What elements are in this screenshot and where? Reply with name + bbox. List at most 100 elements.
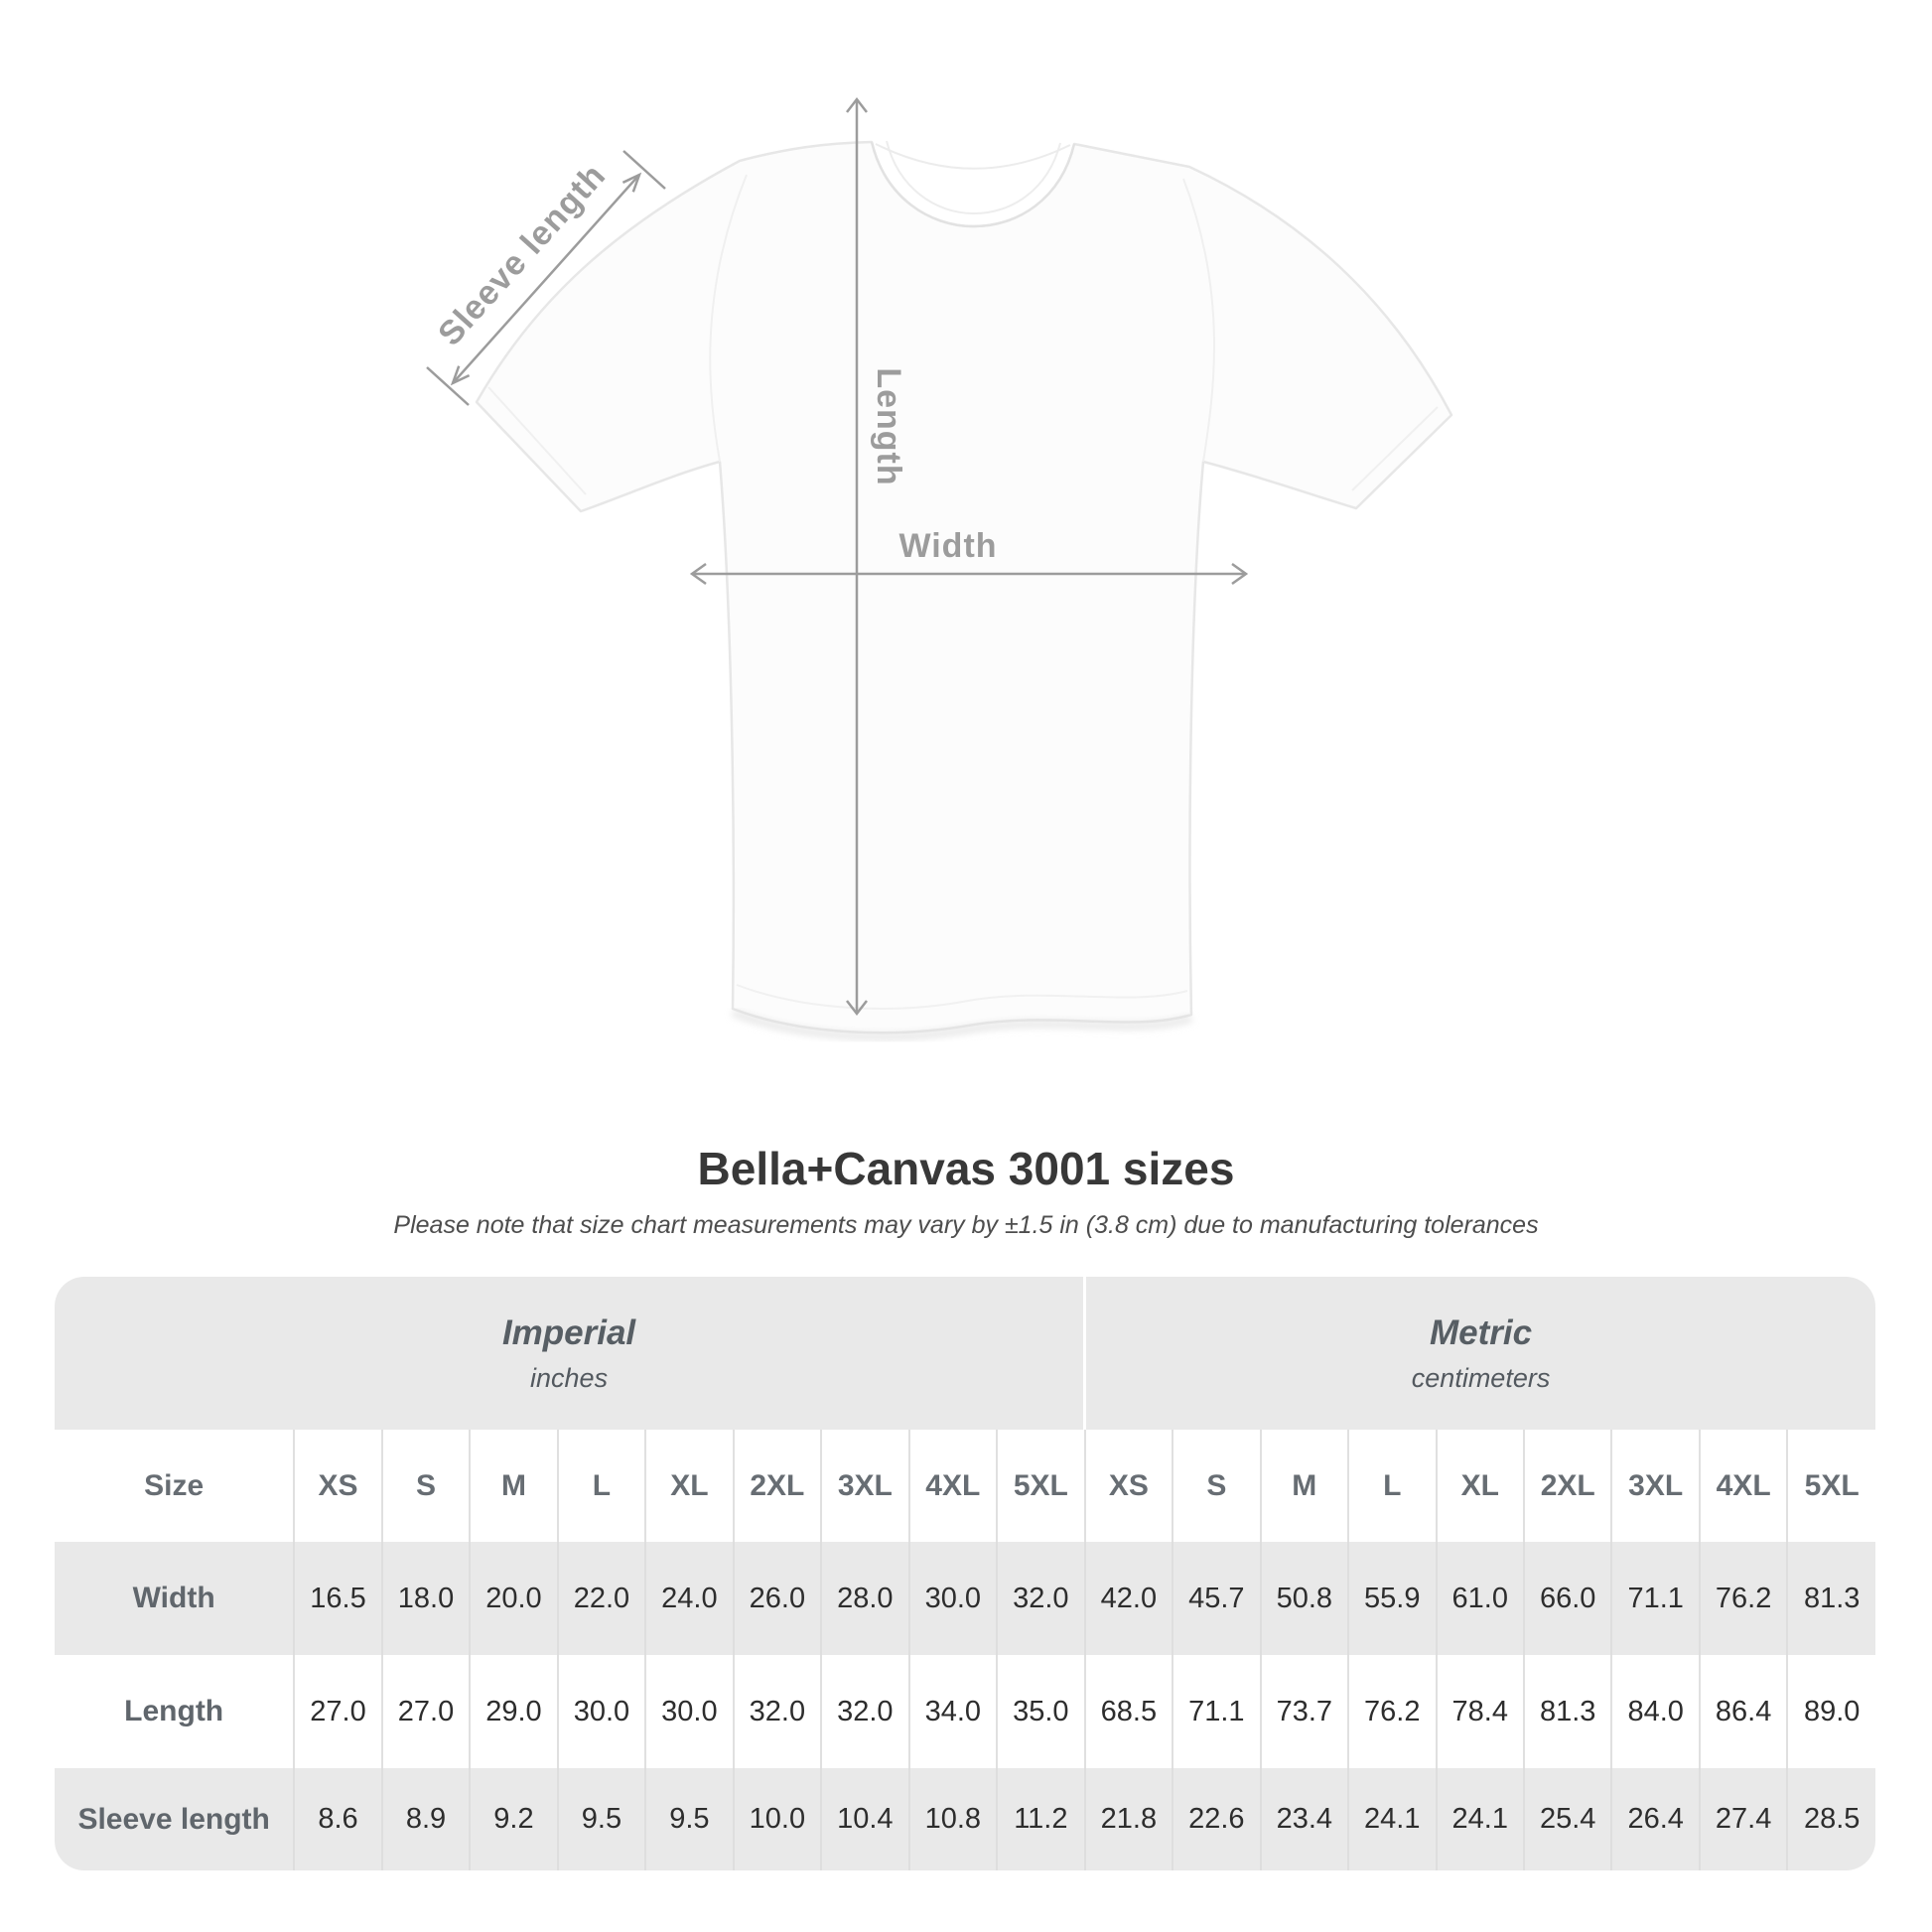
size-col-header: M [469, 1430, 558, 1542]
size-col-header: L [556, 1430, 646, 1542]
metric-header: Metric centimeters [1083, 1277, 1875, 1430]
table-cell: 24.1 [1435, 1768, 1524, 1870]
tolerance-note: Please note that size chart measurements… [393, 1211, 1539, 1239]
table-cell: 35.0 [996, 1655, 1085, 1768]
table-cell: 24.0 [644, 1542, 734, 1655]
table-cell: 30.0 [644, 1655, 734, 1768]
table-cell: 68.5 [1083, 1655, 1173, 1768]
table-cell: 34.0 [907, 1655, 998, 1768]
length-arrow [846, 96, 868, 1017]
table-cell: 73.7 [1259, 1655, 1349, 1768]
table-cell: 9.5 [556, 1768, 646, 1870]
table-cell: 50.8 [1259, 1542, 1349, 1655]
table-cell: 76.2 [1347, 1655, 1437, 1768]
collar-outline [870, 141, 1076, 228]
tshirt-graphic [475, 140, 1453, 1039]
imperial-header: Imperial inches [55, 1277, 1085, 1430]
size-col-header: 5XL [1786, 1430, 1875, 1542]
hem-shadow [732, 1010, 1192, 1039]
width-arrow [689, 562, 1249, 586]
table-cell: 32.0 [996, 1542, 1085, 1655]
table-cell: 20.0 [469, 1542, 558, 1655]
page-title: Bella+Canvas 3001 sizes [697, 1143, 1235, 1194]
table-cell: 86.4 [1698, 1655, 1788, 1768]
unit-header-row: Imperial inches Metric centimeters [55, 1277, 1875, 1430]
table-cell: 23.4 [1259, 1768, 1349, 1870]
table-cell: 10.8 [907, 1768, 998, 1870]
table-cell: 25.4 [1522, 1768, 1612, 1870]
table-cell: 61.0 [1435, 1542, 1524, 1655]
table-cell: 71.1 [1172, 1655, 1261, 1768]
sleeve-length-tick-bottom [426, 366, 470, 406]
table-cell: 28.0 [820, 1542, 909, 1655]
table-cell: 11.2 [996, 1768, 1085, 1870]
table-cell: 28.5 [1786, 1768, 1875, 1870]
hem-stitch [736, 984, 1188, 1010]
table-cell: 27.4 [1698, 1768, 1788, 1870]
table-cell: 26.4 [1610, 1768, 1700, 1870]
table-cell: 81.3 [1786, 1542, 1875, 1655]
tshirt-measurement-diagram: Length Width Sleeve length [426, 96, 1453, 1039]
table-cell: 76.2 [1698, 1542, 1788, 1655]
table-cell: 71.1 [1610, 1542, 1700, 1655]
table-cell: 30.0 [907, 1542, 998, 1655]
size-chart: Imperial inches Metric centimeters Size … [55, 1277, 1875, 1870]
table-cell: 10.0 [732, 1768, 822, 1870]
table-cell: 42.0 [1083, 1542, 1173, 1655]
table-cell: 8.6 [293, 1768, 382, 1870]
table-cell: 89.0 [1786, 1655, 1875, 1768]
left-sleeve-seam [709, 174, 748, 463]
table-cell: 22.6 [1172, 1768, 1261, 1870]
size-col-header: 4XL [1698, 1430, 1788, 1542]
table-cell: 29.0 [469, 1655, 558, 1768]
table-cell: 78.4 [1435, 1655, 1524, 1768]
table-cell: 21.8 [1083, 1768, 1173, 1870]
size-col-header: 3XL [1610, 1430, 1700, 1542]
row-label: Length [55, 1655, 295, 1768]
table-cell: 22.0 [556, 1542, 646, 1655]
size-col-header: XS [293, 1430, 382, 1542]
size-col-header: M [1259, 1430, 1349, 1542]
table-cell: 84.0 [1610, 1655, 1700, 1768]
table-cell: 8.9 [380, 1768, 471, 1870]
table-cell: 10.4 [820, 1768, 909, 1870]
size-col-header: 4XL [907, 1430, 998, 1542]
right-cuff-stitch [1351, 406, 1439, 491]
size-col-header: 2XL [1522, 1430, 1612, 1542]
size-col-header: 5XL [996, 1430, 1085, 1542]
table-cell: 32.0 [820, 1655, 909, 1768]
table-cell: 9.2 [469, 1768, 558, 1870]
right-sleeve-seam [1182, 178, 1215, 463]
row-label: Width [55, 1542, 295, 1655]
imperial-name: Imperial [501, 1312, 636, 1352]
size-col-header: 2XL [732, 1430, 822, 1542]
size-col-header: XL [1435, 1430, 1524, 1542]
table-cell: 55.9 [1347, 1542, 1437, 1655]
sleeve-length-arrow [426, 150, 666, 406]
sleeve-length-row: Sleeve length 8.6 8.9 9.2 9.5 9.5 10.0 1… [55, 1768, 1875, 1870]
table-cell: 16.5 [293, 1542, 382, 1655]
row-label: Sleeve length [55, 1768, 295, 1870]
table-cell: 24.1 [1347, 1768, 1437, 1870]
table-cell: 32.0 [732, 1655, 822, 1768]
width-label: Width [898, 527, 997, 565]
metric-name: Metric [1430, 1312, 1533, 1352]
table-cell: 27.0 [293, 1655, 382, 1768]
table-cell: 9.5 [644, 1768, 734, 1870]
table-cell: 81.3 [1522, 1655, 1612, 1768]
size-col-header: 3XL [820, 1430, 909, 1542]
table-cell: 27.0 [380, 1655, 471, 1768]
table-cell: 66.0 [1522, 1542, 1612, 1655]
size-col-header: S [380, 1430, 471, 1542]
imperial-unit: inches [530, 1362, 609, 1393]
table-cell: 45.7 [1172, 1542, 1261, 1655]
collar-band [886, 140, 1061, 214]
back-collar [875, 143, 1071, 170]
size-col-header: XL [644, 1430, 734, 1542]
length-label: Length [870, 367, 907, 485]
size-chart-table: Imperial inches Metric centimeters Size … [55, 1277, 1875, 1870]
size-corner-label: Size [55, 1430, 295, 1542]
length-row: Length 27.0 27.0 29.0 30.0 30.0 32.0 32.… [55, 1655, 1875, 1768]
table-cell: 26.0 [732, 1542, 822, 1655]
